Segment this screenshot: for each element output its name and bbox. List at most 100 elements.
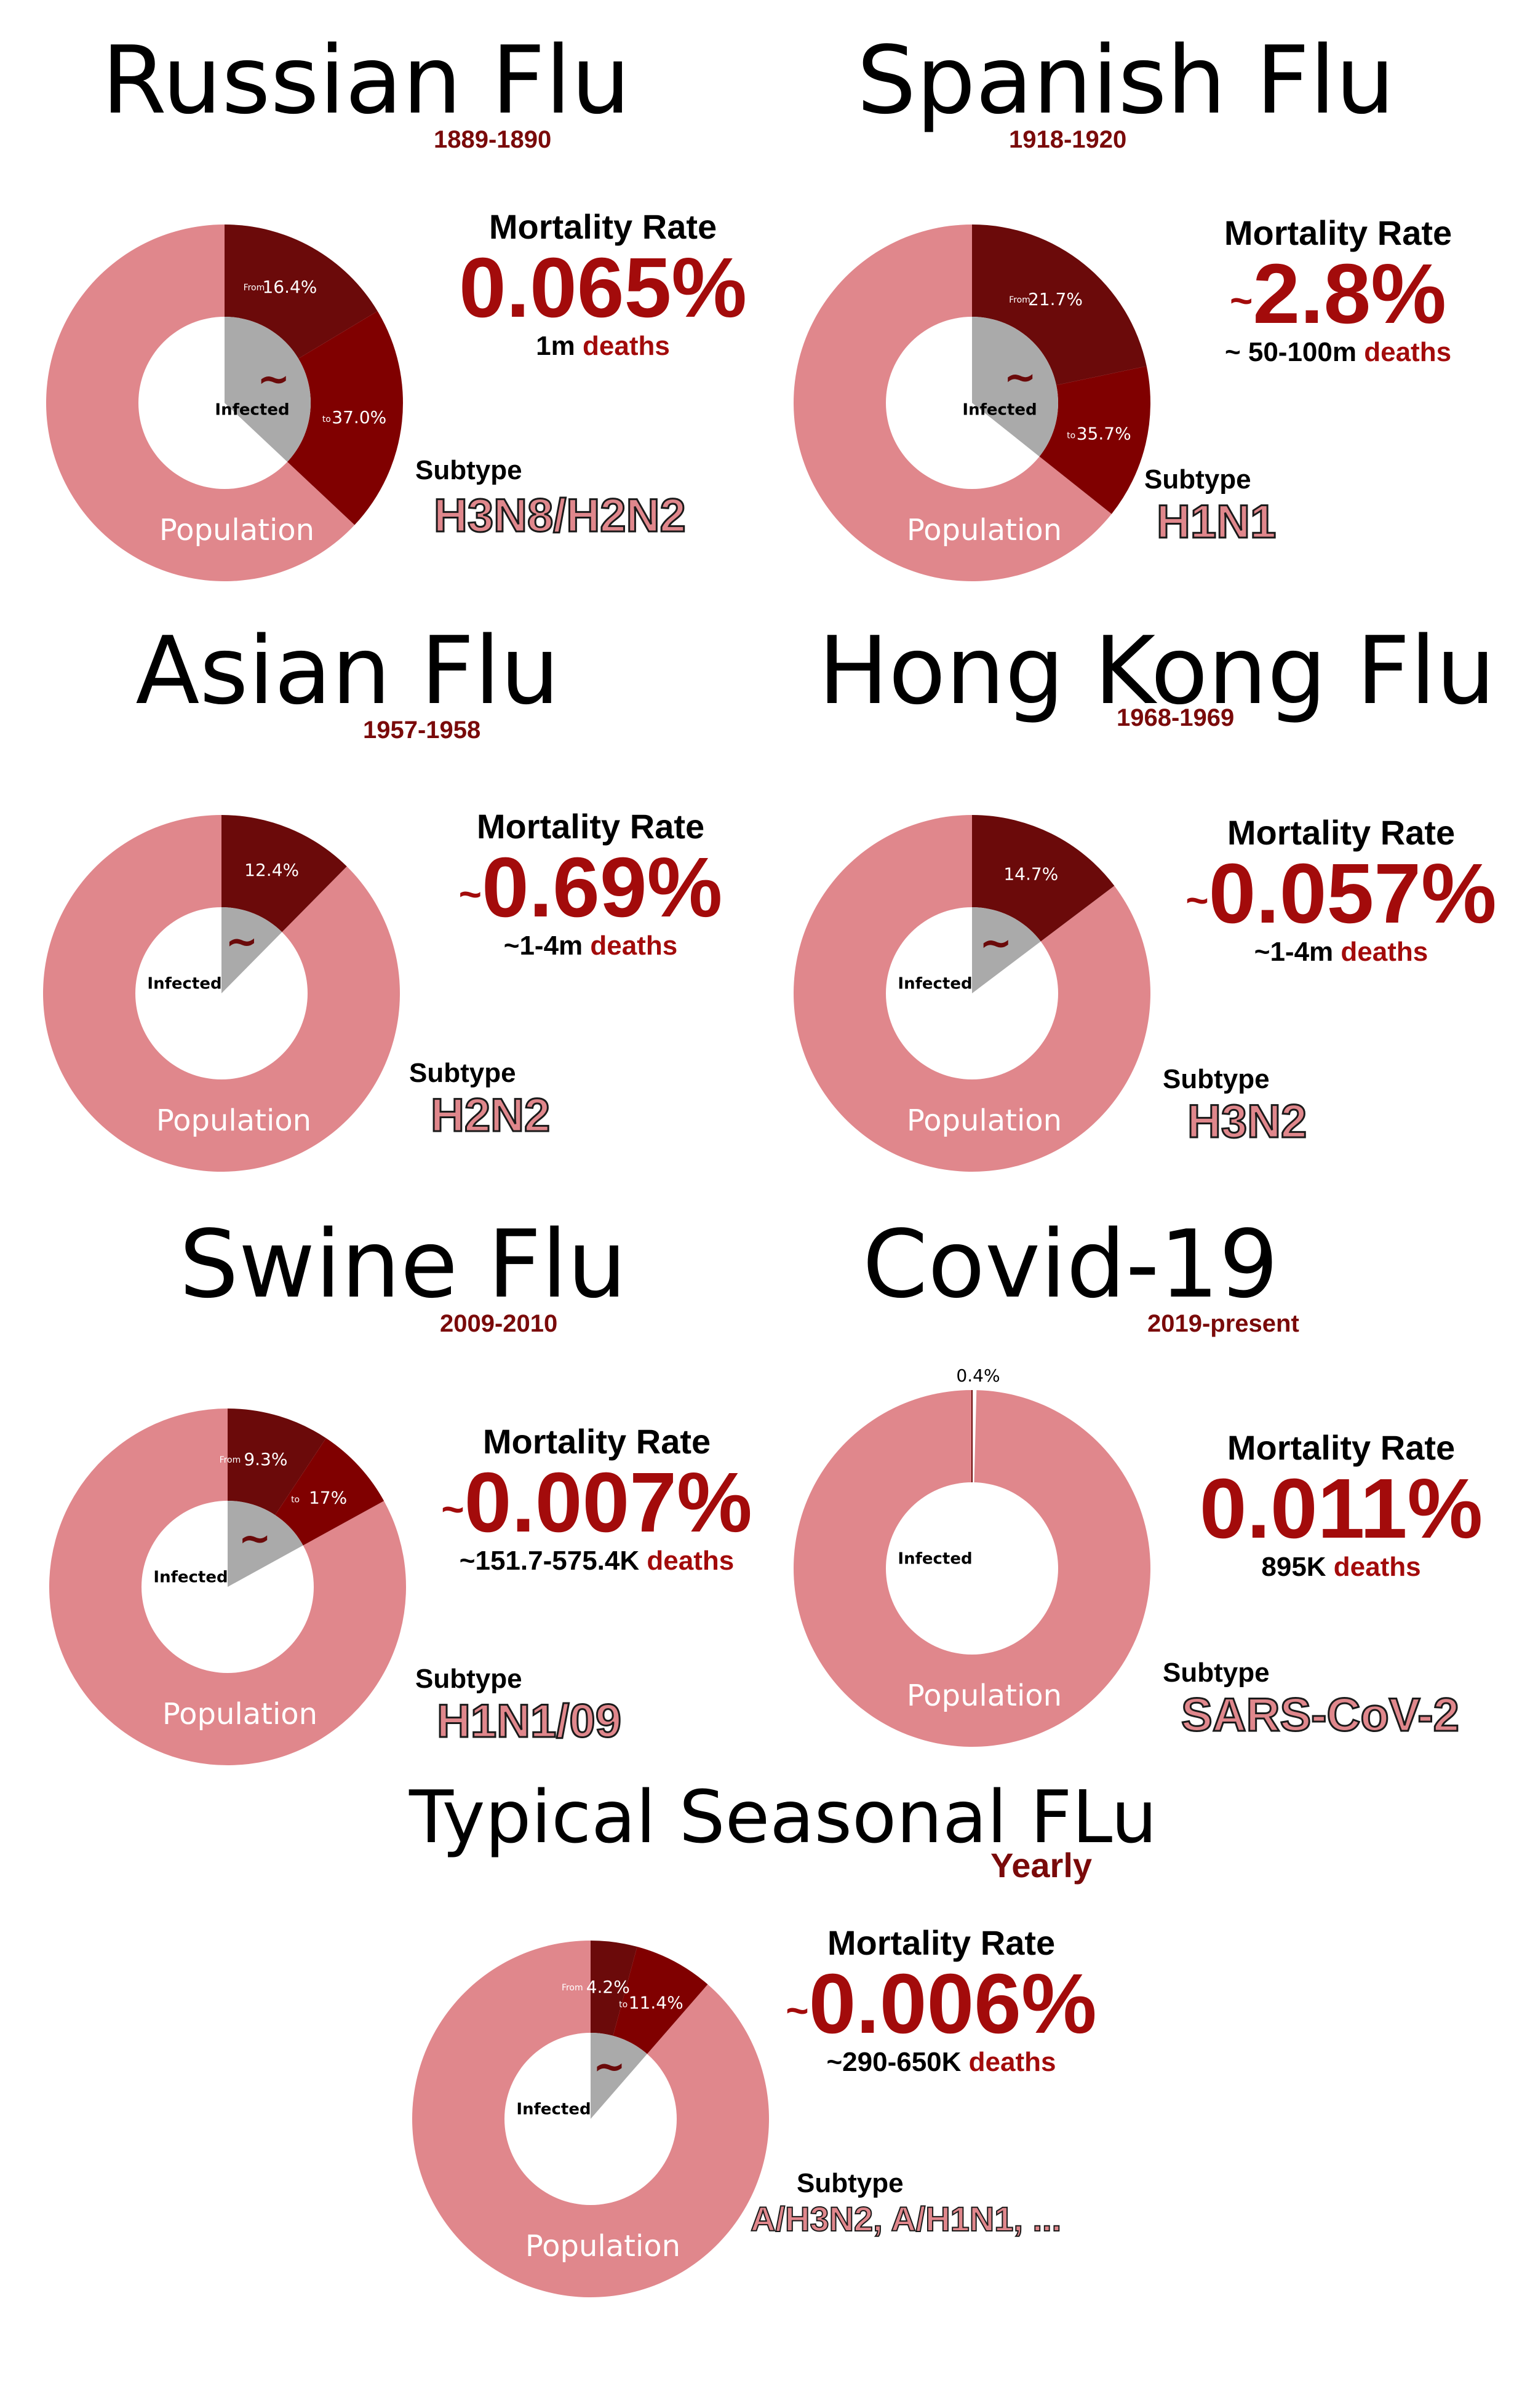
donut-hole <box>886 1482 1058 1655</box>
population-label: Population <box>907 1679 1062 1713</box>
deaths: 895K deaths <box>1160 1551 1523 1584</box>
subtype-label: Subtype <box>409 1058 516 1088</box>
stats-block: Mortality Rate ~2.8% ~ 50-100m deaths <box>1157 215 1520 369</box>
uncertainty-mark: ~ <box>979 921 1013 966</box>
chart-title: Swine Flu <box>179 1210 627 1319</box>
deaths-value: ~1-4m <box>1254 936 1334 967</box>
chart-subtitle: 1889-1890 <box>434 126 552 153</box>
deaths-word: deaths <box>590 930 678 961</box>
to-prefix: to <box>291 1495 300 1504</box>
infected-to-label: 35.7% <box>1077 424 1131 444</box>
panel-covid-19: Covid-19 2019-present 0.4% Infected Popula… <box>793 1218 1507 1808</box>
deaths-value: ~151.7-575.4K <box>459 1545 640 1576</box>
deaths: 1m deaths <box>421 330 784 363</box>
infected-pct-label: 0.4% <box>956 1365 1000 1386</box>
infected-pct-label: 21.7% <box>1028 289 1083 309</box>
uncertainty-mark: ~ <box>1003 355 1037 400</box>
chart-title: Covid-19 <box>862 1210 1279 1319</box>
infected-label: Infected <box>153 1568 228 1587</box>
deaths-value: ~290-650K <box>826 2046 962 2077</box>
mortality-rate: ~0.69% <box>409 845 772 930</box>
infected-to-slice <box>225 311 404 525</box>
deaths: ~1-4m deaths <box>409 930 772 963</box>
infected-label: Infected <box>215 401 289 419</box>
mortality-tilde: ~ <box>441 1487 464 1532</box>
mortality-value: 0.057% <box>1208 846 1497 941</box>
from-prefix: From <box>220 1455 241 1465</box>
chart-subtitle: 2019-present <box>1147 1310 1299 1337</box>
mortality-value: 0.065% <box>458 240 747 335</box>
mortality-tilde: ~ <box>1185 878 1209 923</box>
subtype-label: Subtype <box>415 455 522 485</box>
chart-subtitle: 1968-1969 <box>1117 704 1235 731</box>
deaths-value: ~1-4m <box>503 930 583 961</box>
chart-subtitle: 1957-1958 <box>363 717 481 744</box>
population-label: Population <box>156 1103 311 1138</box>
from-prefix: From <box>1009 295 1030 305</box>
infected-pct-label: 14.7% <box>1003 864 1058 884</box>
infected-to-label: 17% <box>309 1487 347 1508</box>
mortality-value: 0.006% <box>808 1956 1097 2051</box>
uncertainty-mark: ~ <box>225 919 258 964</box>
population-label: Population <box>907 513 1062 547</box>
infected-to-label: 37.0% <box>332 407 386 427</box>
infected-pct-label: 4.2% <box>586 1977 630 1997</box>
chart-title: Asian Flu <box>135 616 560 725</box>
mortality-rate: 0.011% <box>1160 1466 1523 1551</box>
panel-asian-flu: Asian Flu 1957-1958 ~12.4% Infected Popula… <box>43 624 754 1215</box>
mortality-rate: 0.065% <box>421 245 784 330</box>
subtype-value: H2N2 <box>429 1089 551 1143</box>
mortality-label: Mortality Rate <box>476 807 705 846</box>
donut-chart: ~ From 4.2% to 11.4% Infected Population <box>412 1941 769 2297</box>
mortality-value: 0.007% <box>464 1455 752 1550</box>
infected-label: Infected <box>147 975 221 993</box>
deaths-word: deaths <box>1364 336 1452 367</box>
population-label: Population <box>159 513 314 547</box>
chart-title: Russian Flu <box>102 26 631 135</box>
donut-chart: ~12.4% Infected Population <box>43 815 400 1172</box>
mortality-label: Mortality Rate <box>827 1923 1056 1962</box>
uncertainty-mark: ~ <box>593 2044 626 2089</box>
chart-subtitle: 1918-1920 <box>1009 126 1127 153</box>
infected-label: Infected <box>898 975 972 993</box>
infected-pct-label: 16.4% <box>262 277 317 297</box>
subtype-value: H1N1 <box>1155 495 1277 549</box>
mortality-rate: ~0.006% <box>760 1961 1123 2046</box>
mortality-tilde: ~ <box>1230 278 1253 323</box>
mortality-value: 2.8% <box>1253 246 1446 341</box>
subtype-value: H1N1/09 <box>436 1695 623 1749</box>
subtype-value: SARS-CoV-2 <box>1181 1688 1460 1742</box>
donut-chart: 0.4% Infected Population <box>793 1365 1150 1747</box>
uncertainty-wedge <box>225 317 311 462</box>
to-prefix: to <box>619 2000 628 2009</box>
panel-hong-kong-flu: Hong Kong Flu 1968-1969 ~14.7% Infected Po… <box>794 624 1507 1215</box>
chart-title: Spanish Flu <box>856 26 1395 135</box>
chart-subtitle: 2009-2010 <box>440 1310 558 1337</box>
stats-block: Mortality Rate ~0.007% ~151.7-575.4K dea… <box>415 1422 778 1578</box>
infected-label: Infected <box>898 1550 972 1568</box>
stats-block: Mortality Rate 0.011% 895K deaths <box>1160 1429 1523 1584</box>
stats-block: Mortality Rate ~0.69% ~1-4m deaths <box>409 807 772 963</box>
deaths-word: deaths <box>1341 936 1428 967</box>
from-prefix: From <box>562 1983 583 1993</box>
deaths-value: 1m <box>536 330 575 361</box>
chart-subtitle: Yearly <box>990 1846 1093 1885</box>
stats-block: Mortality Rate ~0.006% ~290-650K deaths <box>760 1925 1123 2079</box>
infected-label: Infected <box>516 2100 591 2119</box>
subtype-value: H3N8/H2N2 <box>433 489 687 543</box>
mortality-value: 0.69% <box>482 840 723 935</box>
subtype-label: Subtype <box>797 2168 904 2198</box>
subtype-value: A/H3N2, A/H1N1, ... <box>750 2199 1062 2239</box>
mortality-rate: ~0.007% <box>415 1460 778 1545</box>
deaths: ~290-650K deaths <box>760 2046 1123 2079</box>
deaths-value: ~ 50-100m <box>1224 336 1357 367</box>
deaths: ~151.7-575.4K deaths <box>415 1545 778 1578</box>
deaths: ~1-4m deaths <box>1160 936 1523 969</box>
mortality-label: Mortality Rate <box>1224 213 1452 252</box>
mortality-rate: ~2.8% <box>1157 252 1520 336</box>
mortality-tilde: ~ <box>458 872 482 916</box>
mortality-label: Mortality Rate <box>482 1422 711 1461</box>
uncertainty-mark: ~ <box>238 1516 271 1562</box>
